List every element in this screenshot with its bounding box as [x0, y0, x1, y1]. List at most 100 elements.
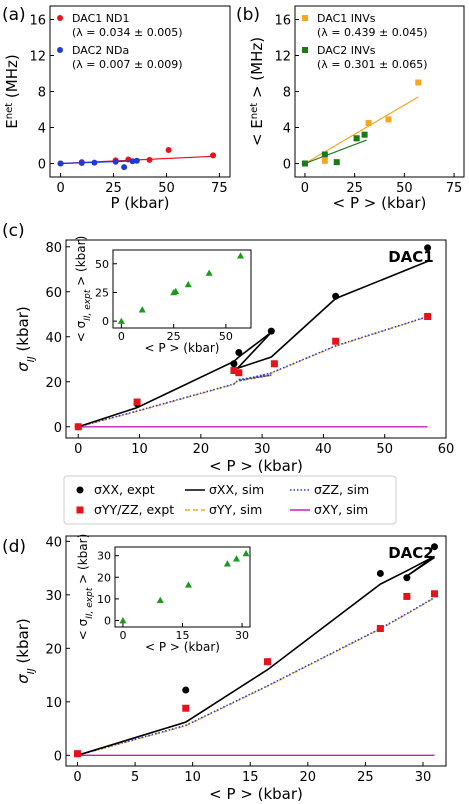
x-tick-label: 0 [56, 181, 64, 196]
inset-data-point [119, 617, 127, 624]
x-tick-label: 0 [73, 770, 81, 785]
x-tick-label: 20 [300, 770, 317, 785]
legend-marker-0 [57, 15, 63, 21]
y-tick-label: 12 [29, 50, 46, 65]
axes-frame [112, 249, 252, 329]
panel-d: 0 5 10 15 20 25 30 0 10 20 30 40 DAC2 < P > (kbar) σIJ… [14, 534, 447, 803]
series-zz-sim [78, 315, 428, 428]
data-point-1 [78, 160, 85, 167]
legend-entry-1: σXX, sim [209, 482, 264, 497]
data-point-1 [361, 131, 368, 138]
legend-entry-4: σYY, sim [209, 502, 262, 517]
y-tick-label: 20 [45, 376, 62, 391]
legend-marker-0 [76, 486, 84, 494]
x-tick-label: 15 [242, 770, 259, 785]
label-part: < σ [76, 618, 90, 640]
data-point-0 [146, 156, 153, 163]
panel-b: 0 25 50 75 0 4 8 12 16 DAC1 INVs(λ = 0.439 ± 0.04… [248, 5, 465, 212]
data-point-0 [165, 147, 172, 153]
y-tick-label: 12 [274, 50, 291, 65]
y-tick-label: 20 [97, 571, 111, 584]
data-point-0 [385, 116, 392, 123]
y-tick-label: 60 [45, 286, 62, 301]
axes-frame [65, 239, 447, 439]
label-part: II, expt [85, 587, 95, 619]
panel-label-c: (c) [2, 221, 25, 241]
label-part: (MHz) [3, 54, 21, 103]
legend-entry-sub-0: (λ = 0.034 ± 0.005) [72, 26, 183, 39]
panel-a: 0 25 50 75 0 4 8 12 16 DAC1 ND1(λ = 0.034 ± 0.005… [3, 5, 231, 212]
data-point-yyzz-expt [74, 423, 82, 431]
y-tick-label: 10 [45, 696, 62, 711]
inset-data-point [184, 280, 192, 288]
y-tick-label: 0 [102, 315, 109, 328]
data-point-1 [301, 160, 308, 167]
inset-data-point [184, 581, 192, 588]
data-point-xx-expt [235, 349, 243, 356]
y-tick-label: 30 [45, 589, 62, 604]
legend-entry-0: DAC1 INVs [317, 12, 376, 25]
y-tick-label: 0 [54, 421, 62, 436]
data-point-yyzz-expt [264, 658, 272, 666]
fit-line-1 [304, 139, 367, 165]
y-tick-label: 4 [283, 122, 291, 137]
inset-bg [113, 250, 251, 328]
label-part: net [4, 103, 15, 119]
series-xx-sim [77, 555, 435, 757]
y-tick-label: 0 [54, 749, 62, 764]
inset-data-point [242, 549, 250, 557]
y-axis-label: σIJ (kbar) [14, 306, 37, 371]
panel-label-a: (a) [2, 5, 26, 25]
x-tick-label: 0 [118, 330, 125, 343]
x-axis-label: < P > (kbar) [209, 785, 303, 803]
legend-entry-5: σXY, sim [314, 502, 368, 517]
y-tick-label: 0 [38, 158, 46, 173]
data-point-1 [133, 157, 140, 164]
data-point-1 [321, 151, 328, 158]
shared-legend: σXX, expt σXX, sim σZZ, sim σYY/ZZ, expt σYY… [63, 475, 397, 525]
data-point-1 [121, 164, 128, 171]
x-tick-label: 0 [119, 629, 126, 642]
y-tick-label: 40 [45, 331, 62, 346]
data-point-xx-expt [430, 543, 438, 551]
x-tick-label: 5 [131, 770, 139, 785]
x-tick-label: 25 [357, 770, 374, 785]
inset-data-point [223, 560, 231, 567]
legend-marker-1 [57, 47, 63, 53]
x-tick-label: 20 [193, 442, 210, 457]
x-tick-label: 25 [105, 181, 122, 196]
data-point-yyzz-expt [376, 625, 384, 633]
label-part: < E [248, 119, 266, 146]
x-tick-label: 75 [211, 181, 228, 196]
data-point-yyzz-expt [430, 590, 438, 598]
data-point-xx-expt [376, 569, 384, 577]
y-tick-label: 25 [95, 286, 109, 299]
x-axis-label: P (kbar) [110, 194, 169, 212]
axes-frame [65, 535, 447, 767]
x-tick-label: 30 [235, 629, 249, 642]
data-point-yyzz-expt [230, 367, 238, 374]
data-point-1 [112, 158, 119, 165]
x-tick-label: 15 [176, 629, 190, 642]
label-part: > (MHz) [248, 37, 266, 103]
y-tick-label: 10 [97, 593, 111, 606]
inset-data-point [156, 596, 164, 603]
y-tick-label: 20 [45, 642, 62, 657]
x-tick-label: 10 [131, 442, 148, 457]
legend-entry-sub-0: (λ = 0.439 ± 0.045) [317, 26, 428, 39]
data-point-yyzz-expt [182, 704, 190, 712]
data-point-xx-expt [182, 686, 190, 694]
data-point-yyzz-expt [133, 398, 141, 406]
y-tick-label: 16 [29, 14, 46, 29]
data-point-0 [210, 152, 217, 159]
label-part: (kbar) [14, 618, 32, 668]
data-point-yyzz-expt [74, 750, 82, 758]
label-part: σ [14, 362, 32, 372]
label-part: II, expt [83, 289, 93, 321]
inset-x-axis-label: < P > (kbar) [144, 341, 219, 355]
label-part: IJ [26, 668, 37, 674]
x-tick-label: 50 [396, 181, 413, 196]
inset-data-point [172, 287, 180, 295]
label-part: net [249, 103, 260, 119]
legend-marker-1 [302, 47, 308, 53]
